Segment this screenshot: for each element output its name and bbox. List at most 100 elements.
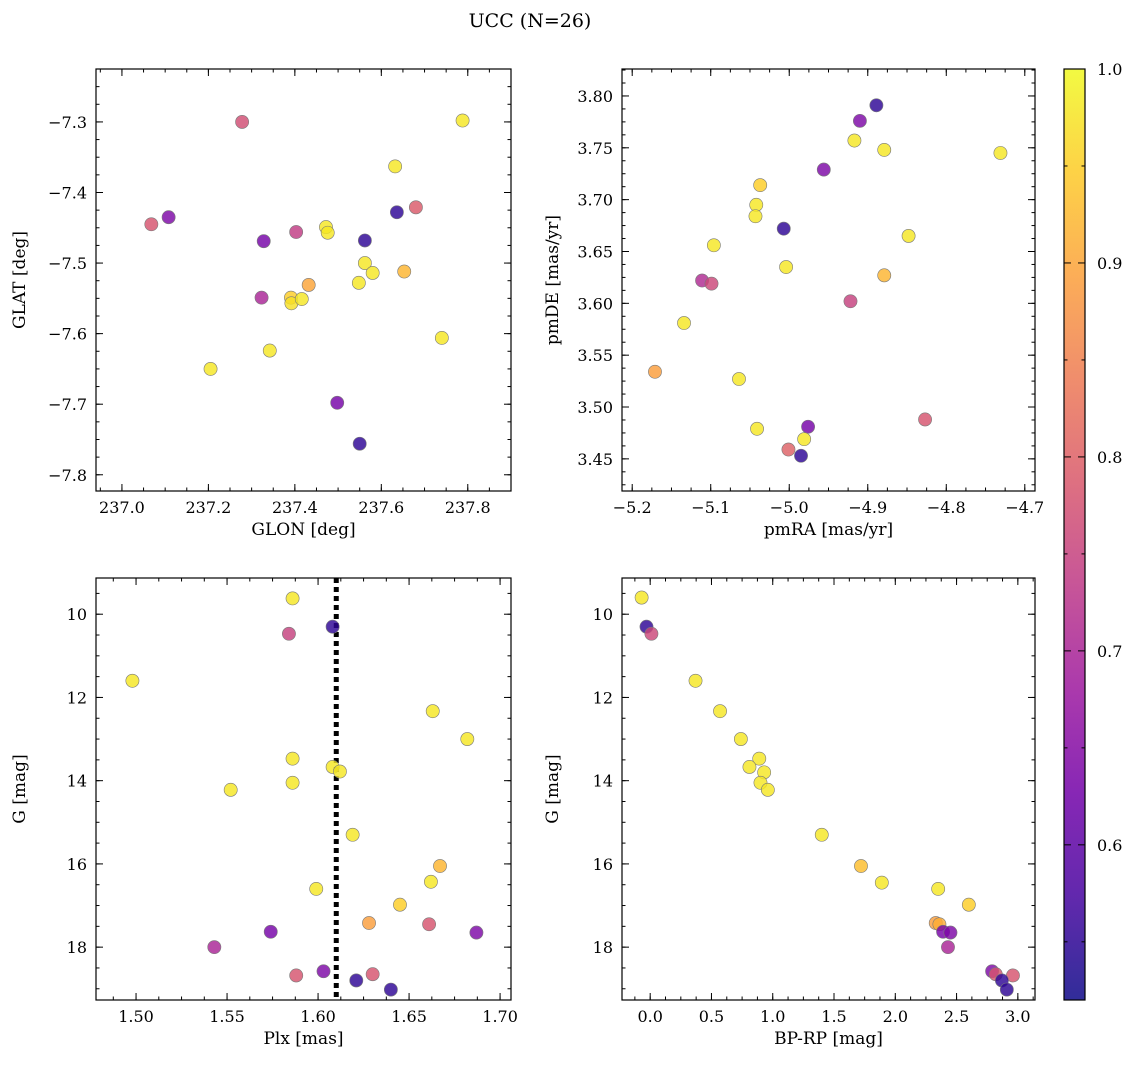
scatter-point [207, 940, 222, 955]
scatter-point [393, 897, 407, 912]
scatter-point [634, 590, 649, 605]
y-tick-label: 10 [593, 605, 613, 624]
y-tick-label: 18 [67, 938, 87, 957]
panel-3: 1.50 1.55 1.60 1.65 1.70 10 12 14 16 18 Plx [mas] G… [10, 577, 518, 1049]
scatter-point [993, 146, 1008, 160]
scatter-point [816, 162, 831, 177]
x-tick-label: 237.8 [445, 498, 491, 517]
y-axis-label: G [mag] [543, 754, 563, 823]
y-tick-label: 3.80 [577, 87, 613, 106]
scatter-point [330, 395, 345, 410]
scatter-point [408, 200, 423, 215]
x-axis-label: pmRA [mas/yr] [764, 520, 893, 540]
scatter-point [750, 421, 764, 436]
minor-ticks [96, 578, 511, 1000]
scatter-point [961, 897, 976, 912]
scatter-point [254, 290, 269, 305]
minor-ticks [622, 578, 1035, 1000]
scatter-point [797, 432, 812, 447]
scatter-point [362, 916, 376, 930]
scatter-point [760, 782, 775, 797]
y-tick-label: 12 [593, 688, 613, 707]
scatter-point [345, 827, 360, 842]
x-tick-label: 1.55 [209, 1007, 245, 1026]
scatter-point [352, 436, 367, 451]
x-tick-label: 1.50 [118, 1007, 154, 1026]
scatter-points [125, 591, 484, 997]
colorbar-tick-label: 1.0 [1097, 60, 1122, 79]
plot-frame [621, 577, 1036, 1001]
scatter-point [874, 875, 889, 890]
scatter-point [223, 782, 238, 797]
scatter-point [877, 142, 892, 157]
colorbar: 0.6 0.7 0.8 0.9 1.0 [1063, 60, 1122, 1001]
scatter-point [397, 264, 412, 279]
scatter-point [365, 967, 380, 982]
scatter-point [388, 159, 403, 174]
scatter-point [357, 256, 372, 270]
y-tick-label: 3.60 [577, 294, 613, 313]
colorbar-tick-label: 0.9 [1097, 254, 1122, 273]
y-tick-label: 14 [67, 772, 87, 791]
scatter-point [433, 859, 447, 873]
y-tick-label: −7.5 [48, 254, 87, 273]
scatter-point [455, 113, 470, 128]
scatter-point [357, 233, 372, 248]
scatter-point [877, 268, 892, 283]
scatter-point [309, 881, 324, 896]
y-axis-label: G [mag] [10, 754, 30, 823]
scatter-point [732, 372, 746, 386]
scatter-point [742, 760, 757, 774]
x-tick-label: −4.9 [848, 498, 887, 517]
colorbar-gradient [1064, 69, 1085, 1000]
scatter-point [733, 732, 748, 746]
scatter-point [869, 98, 884, 113]
scatter-point [469, 925, 484, 940]
scatter-point [422, 917, 436, 932]
y-tick-label: −7.8 [48, 466, 87, 485]
scatter-point [161, 210, 176, 225]
scatter-point [748, 209, 763, 224]
x-axis-label: BP-RP [mag] [774, 1029, 883, 1049]
plot-frame [95, 68, 512, 492]
x-tick-label: 237.0 [99, 498, 145, 517]
scatter-point [814, 827, 829, 842]
plot-frame [621, 68, 1036, 492]
x-tick-label: 0.5 [699, 1007, 724, 1026]
scatter-point [285, 751, 300, 766]
x-tick-label: 1.70 [482, 1007, 518, 1026]
scatter-point [316, 964, 331, 979]
colorbar-tick-label: 0.8 [1097, 448, 1122, 467]
scatter-point [918, 412, 932, 427]
y-tick-label: 3.55 [577, 346, 613, 365]
x-tick-label: 2.0 [883, 1007, 908, 1026]
scatter-point [794, 448, 808, 463]
scatter-point [285, 591, 300, 606]
scatter-point [854, 859, 868, 873]
scatter-point [333, 764, 347, 779]
x-tick-label: −5.1 [691, 498, 730, 517]
x-tick-label: 1.60 [300, 1007, 336, 1026]
scatter-point [351, 275, 366, 290]
y-tick-label: 3.45 [577, 450, 613, 469]
panel-2: −5.2 −5.1 −5.0 −4.9 −4.8 −4.7 3.45 3.50 3.55 3.60… [543, 68, 1044, 540]
scatter-points [144, 113, 470, 451]
minor-ticks [622, 69, 1035, 491]
x-tick-label: 237.6 [358, 498, 404, 517]
y-tick-label: 3.70 [577, 191, 613, 210]
figure-title: UCC (N=26) [469, 10, 592, 32]
scatter-points [634, 590, 1020, 997]
y-tick-label: 12 [67, 688, 87, 707]
y-tick-label: −7.7 [48, 395, 87, 414]
scatter-point [843, 294, 858, 309]
panel-4: 0.0 0.5 1.0 1.5 2.0 2.5 3.0 10 12 14 16 18 BP-RP [ma… [543, 577, 1036, 1049]
y-tick-label: −7.4 [48, 183, 87, 202]
scatter-point [294, 292, 309, 306]
scatter-point [125, 673, 140, 688]
scatter-point [301, 278, 316, 292]
x-tick-label: −5.2 [613, 498, 652, 517]
scatter-point [941, 940, 955, 955]
scatter-point [325, 619, 340, 634]
scatter-point [203, 362, 218, 376]
scatter-point [901, 229, 916, 243]
